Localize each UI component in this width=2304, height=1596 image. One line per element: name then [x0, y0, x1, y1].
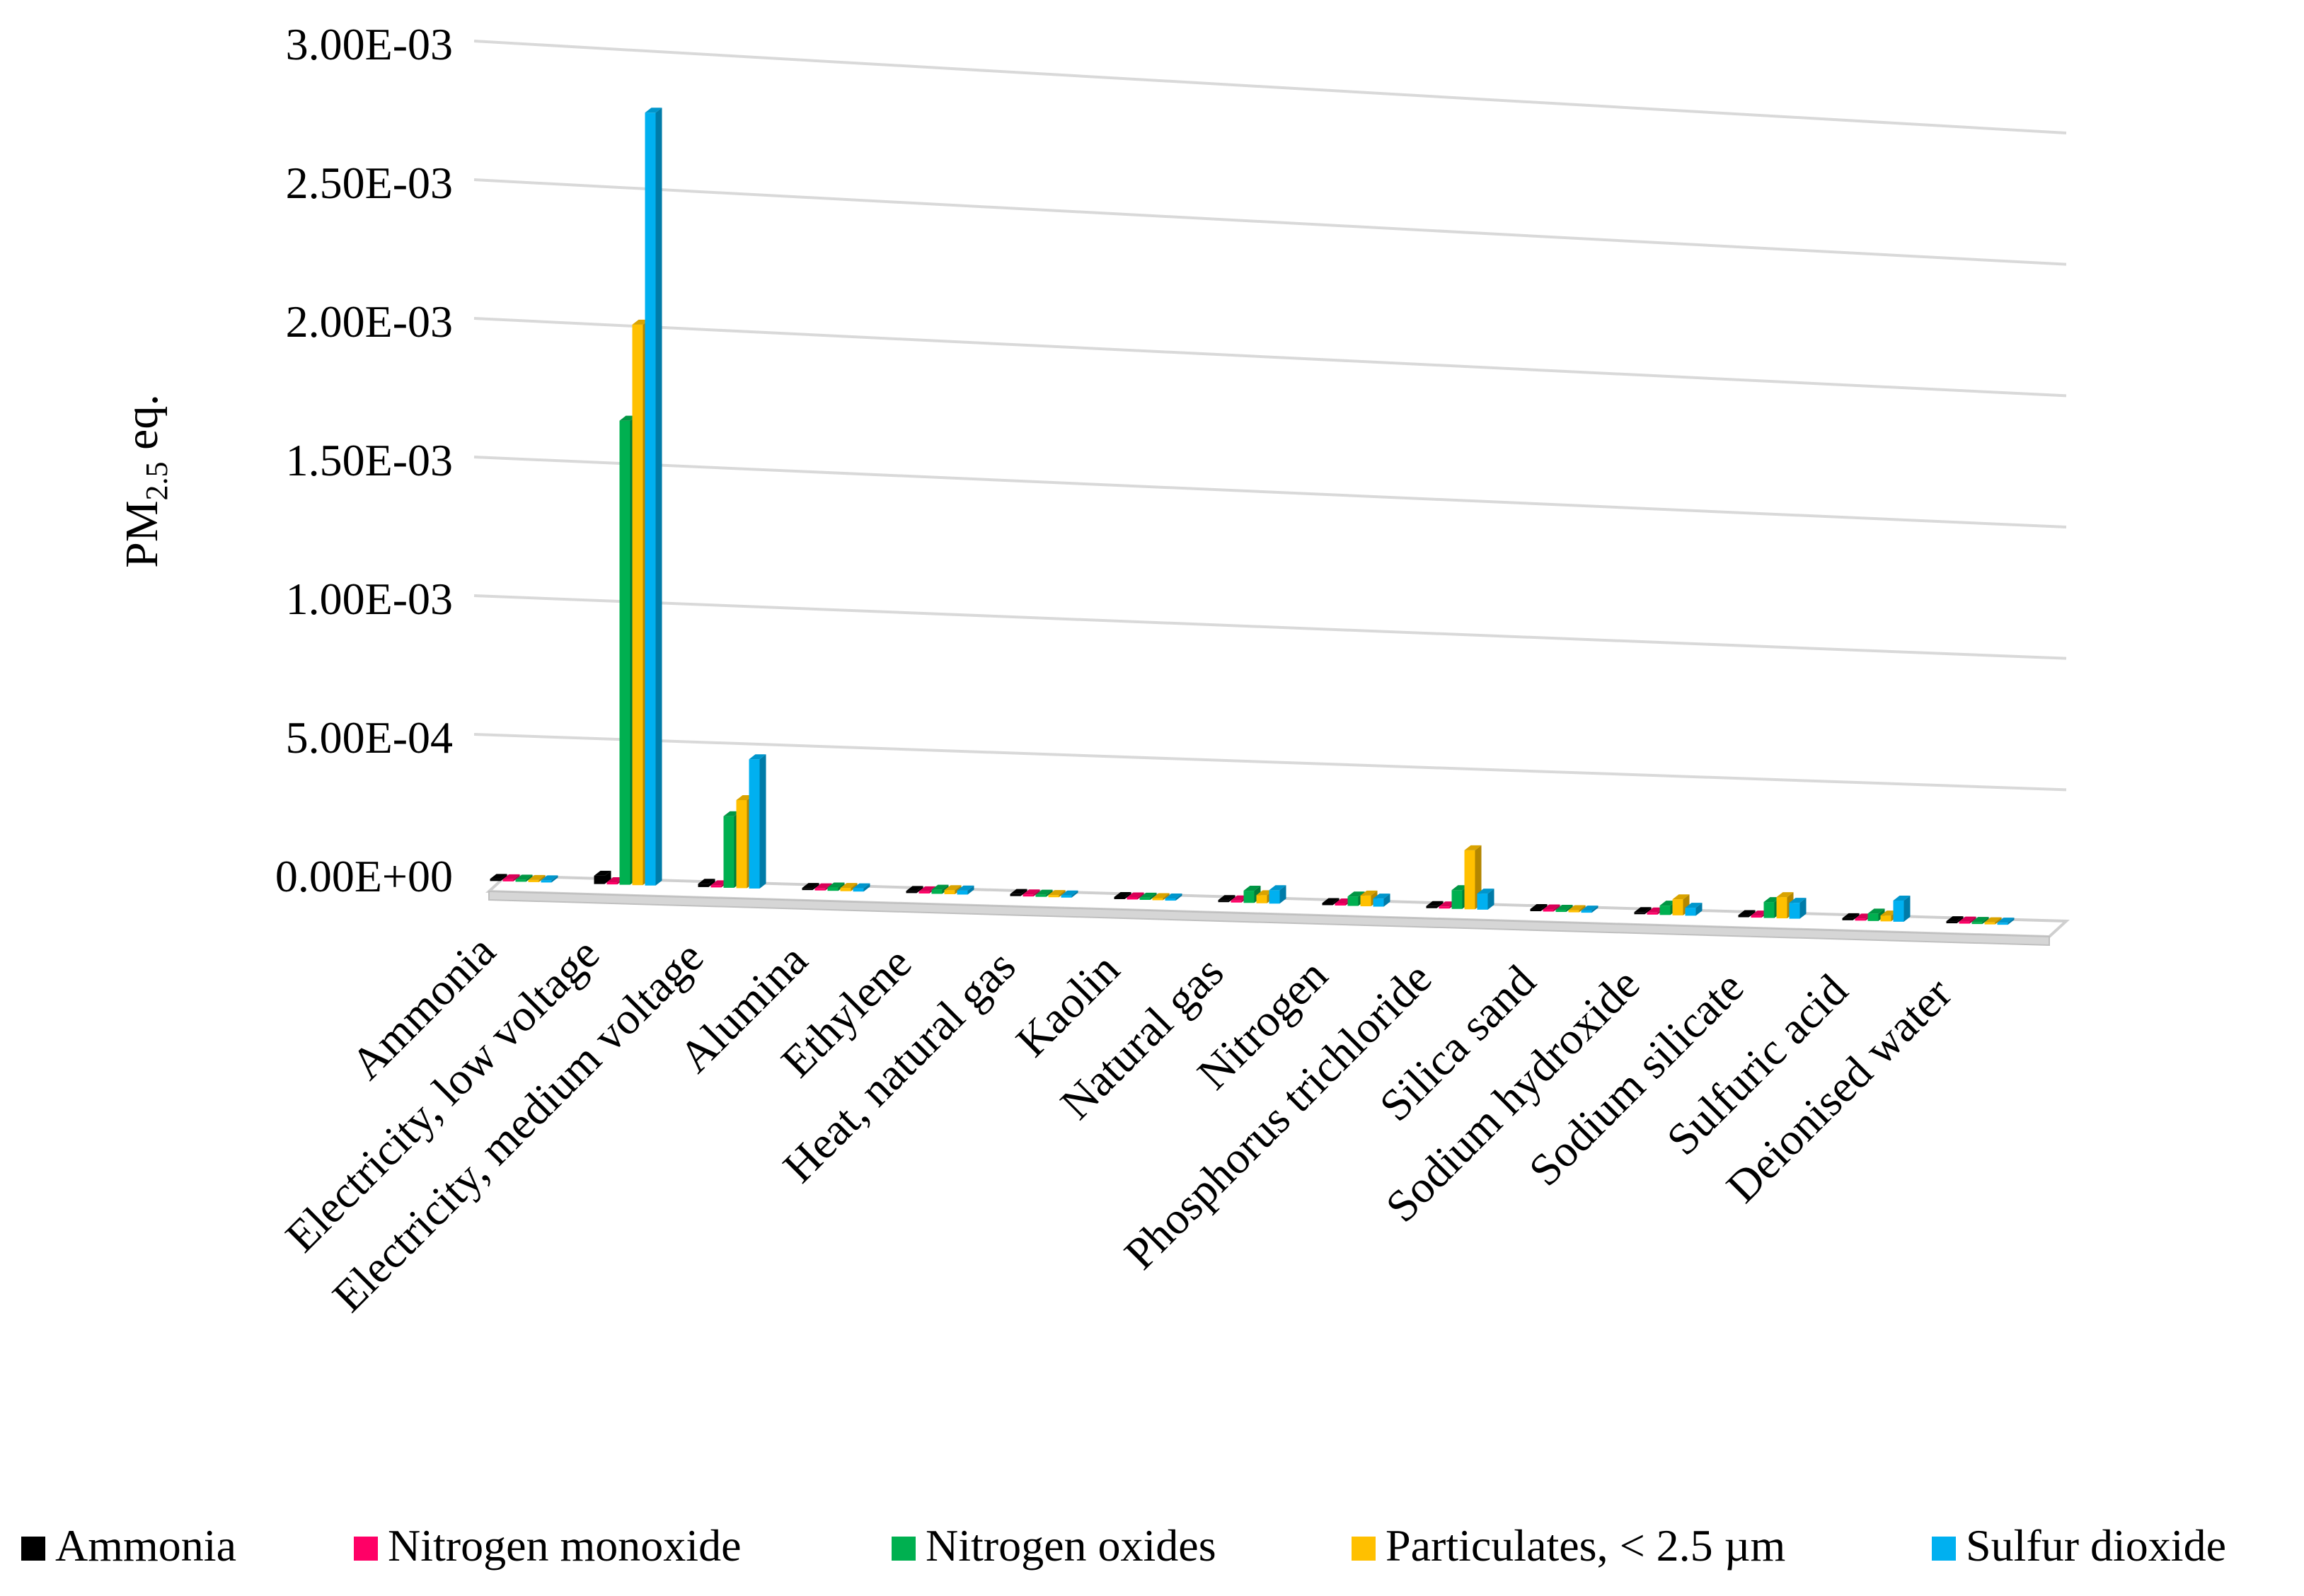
bar-3-4 — [853, 883, 870, 892]
legend-label-4: Sulfur dioxide — [1966, 1520, 2226, 1571]
bar-13-0 — [1842, 913, 1860, 920]
legend-label-3: Particulates, < 2.5 µm — [1386, 1520, 1785, 1571]
legend-swatch-2 — [892, 1537, 916, 1561]
y-tick-label-6: 3.00E-03 — [286, 19, 453, 69]
gridline-2 — [473, 594, 2067, 660]
legend-item-4: Sulfur dioxide — [1932, 1520, 2226, 1571]
bar-0-0 — [490, 874, 507, 881]
legend: Ammonia Nitrogen monoxide Nitrogen oxides P… — [21, 1520, 2226, 1571]
gridline-1 — [473, 733, 2067, 792]
bar-13-4 — [1893, 896, 1911, 922]
y-tick-label-3: 1.50E-03 — [286, 435, 453, 485]
bar-1-4 — [645, 108, 662, 886]
y-tick-label-0: 0.00E+00 — [275, 851, 453, 901]
bar-2-4 — [749, 754, 766, 889]
gridline-5 — [473, 178, 2067, 266]
legend-label-2: Nitrogen oxides — [926, 1520, 1216, 1571]
bar-12-4 — [1789, 898, 1807, 919]
legend-item-3: Particulates, < 2.5 µm — [1352, 1520, 1785, 1571]
bar-6-1 — [1127, 892, 1144, 900]
legend-swatch-3 — [1352, 1537, 1376, 1561]
bar-8-4 — [1373, 894, 1390, 907]
legend-swatch-0 — [21, 1537, 45, 1561]
y-axis-label: PM2.5 eq. — [116, 394, 174, 568]
bar-10-4 — [1581, 906, 1599, 913]
gridline-6 — [473, 40, 2067, 134]
y-tick-label-4: 2.00E-03 — [286, 296, 453, 347]
bar-5-3 — [1048, 890, 1066, 898]
y-axis-label-suffix: eq. — [116, 394, 168, 461]
bar-3-0 — [802, 883, 819, 891]
bar-9-0 — [1426, 901, 1444, 908]
y-axis-label-main: PM — [116, 500, 168, 567]
bar-14-3 — [1984, 917, 2002, 925]
bar-7-4 — [1269, 885, 1286, 904]
bar-5-4 — [1061, 890, 1078, 898]
bar-14-4 — [1997, 918, 2015, 925]
svg-text:PM2.5 eq.: PM2.5 eq. — [116, 394, 174, 568]
legend-item-2: Nitrogen oxides — [892, 1520, 1216, 1571]
bar-5-2 — [1035, 889, 1053, 897]
bar-10-1 — [1543, 904, 1560, 912]
legend-item-0: Ammonia — [21, 1520, 236, 1571]
bar-6-0 — [1114, 891, 1131, 899]
bar-11-4 — [1685, 903, 1703, 916]
gridlines — [473, 40, 2067, 792]
y-axis-ticks: 0.00E+00 5.00E-04 1.00E-03 1.50E-03 2.00E-03… — [275, 19, 453, 901]
bar-0-2 — [515, 874, 533, 882]
bar-6-3 — [1152, 893, 1170, 901]
bar-0-4 — [541, 875, 558, 883]
bar-14-0 — [1946, 916, 1964, 924]
legend-item-1: Nitrogen monoxide — [354, 1520, 741, 1571]
bar-14-2 — [1971, 917, 1989, 925]
legend-label-1: Nitrogen monoxide — [388, 1520, 741, 1571]
bar-14-1 — [1959, 916, 1976, 924]
legend-swatch-4 — [1932, 1537, 1956, 1561]
bar-10-2 — [1555, 905, 1573, 913]
bar-1-0 — [594, 870, 611, 884]
bar-5-0 — [1010, 889, 1027, 896]
bar-7-0 — [1218, 895, 1235, 903]
bar-9-4 — [1477, 889, 1494, 910]
gridline-3 — [473, 456, 2067, 528]
bar-6-2 — [1139, 892, 1157, 900]
y-tick-label-2: 1.00E-03 — [286, 574, 453, 624]
y-tick-label-1: 5.00E-04 — [286, 712, 453, 763]
y-tick-label-5: 2.50E-03 — [286, 158, 453, 208]
bar-0-1 — [502, 874, 520, 881]
bar-3-3 — [840, 883, 858, 891]
bars — [490, 108, 2015, 925]
legend-label-0: Ammonia — [55, 1520, 236, 1571]
bar-11-0 — [1634, 907, 1652, 915]
bar-8-0 — [1322, 898, 1340, 906]
bar-4-0 — [906, 886, 923, 894]
floor-front — [488, 890, 2050, 947]
bar-2-0 — [698, 879, 715, 887]
bar-4-4 — [957, 885, 974, 895]
bar-11-3 — [1672, 894, 1690, 915]
bar-6-4 — [1165, 893, 1182, 901]
bar-0-3 — [528, 874, 546, 882]
bar-12-0 — [1738, 910, 1756, 918]
gridline-4 — [473, 317, 2067, 398]
bar-10-0 — [1530, 904, 1548, 912]
y-axis-label-subscript: 2.5 — [139, 461, 174, 500]
bar-5-1 — [1023, 889, 1040, 897]
bar-3-2 — [827, 882, 845, 891]
bar-10-3 — [1568, 905, 1586, 913]
legend-swatch-1 — [354, 1537, 378, 1561]
